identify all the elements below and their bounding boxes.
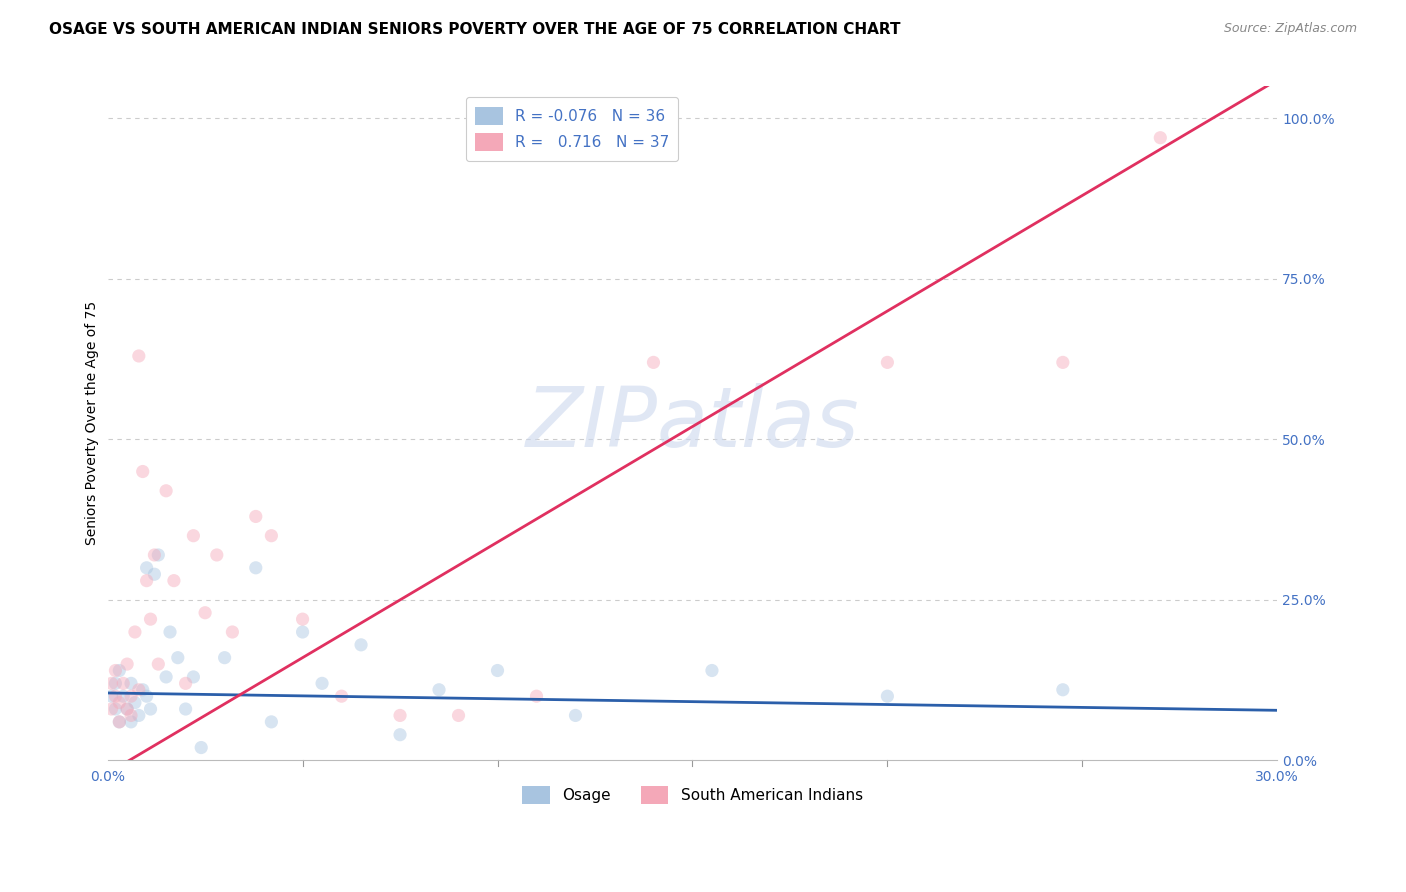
Point (115, 702, 138, 716)
Point (139, 702, 162, 716)
Point (139, 612, 162, 626)
Point (330, 689, 353, 703)
Point (194, 606, 217, 620)
Point (108, 664, 131, 678)
Point (564, 708, 586, 723)
Point (100, 676, 122, 690)
Point (643, 355, 665, 369)
Point (183, 670, 205, 684)
Point (112, 689, 135, 703)
Point (1052, 682, 1074, 697)
Point (163, 574, 186, 588)
Point (128, 708, 150, 723)
Point (148, 657, 170, 672)
Point (700, 664, 723, 678)
Point (876, 355, 898, 369)
Point (135, 689, 157, 703)
Point (214, 650, 236, 665)
Point (132, 682, 155, 697)
Text: OSAGE VS SOUTH AMERICAN INDIAN SENIORS POVERTY OVER THE AGE OF 75 CORRELATION CH: OSAGE VS SOUTH AMERICAN INDIAN SENIORS P… (49, 22, 901, 37)
Point (135, 574, 157, 588)
Point (115, 657, 138, 672)
Point (260, 529, 283, 543)
Point (1149, 130, 1171, 145)
Point (104, 689, 127, 703)
Point (100, 702, 122, 716)
Y-axis label: Seniors Poverty Over the Age of 75: Seniors Poverty Over the Age of 75 (86, 301, 100, 545)
Point (108, 714, 131, 729)
Point (143, 567, 166, 582)
Point (108, 696, 131, 710)
Point (148, 548, 170, 562)
Point (159, 625, 181, 640)
Point (311, 676, 333, 690)
Point (1052, 355, 1074, 369)
Point (155, 483, 177, 498)
Point (128, 682, 150, 697)
Point (291, 612, 314, 626)
Legend: Osage, South American Indians: Osage, South American Indians (513, 776, 872, 814)
Point (104, 664, 127, 678)
Point (221, 625, 243, 640)
Point (155, 670, 177, 684)
Point (260, 714, 283, 729)
Point (104, 702, 127, 716)
Point (115, 702, 138, 716)
Point (183, 529, 205, 543)
Point (245, 509, 267, 524)
Point (143, 548, 166, 562)
Point (427, 682, 450, 697)
Point (389, 708, 412, 723)
Point (190, 740, 212, 755)
Point (291, 625, 314, 640)
Point (120, 714, 142, 729)
Point (174, 676, 197, 690)
Point (112, 676, 135, 690)
Point (486, 664, 509, 678)
Point (350, 638, 373, 652)
Point (124, 625, 146, 640)
Point (108, 714, 131, 729)
Point (120, 689, 142, 703)
Point (132, 465, 155, 479)
Point (205, 548, 228, 562)
Point (174, 702, 197, 716)
Point (120, 676, 142, 690)
Point (526, 689, 548, 703)
Text: Source: ZipAtlas.com: Source: ZipAtlas.com (1223, 22, 1357, 36)
Point (245, 561, 267, 575)
Point (447, 708, 470, 723)
Point (389, 728, 412, 742)
Point (104, 676, 127, 690)
Point (124, 696, 146, 710)
Point (128, 349, 150, 363)
Point (100, 689, 122, 703)
Point (166, 650, 188, 665)
Point (120, 708, 142, 723)
Text: ZIPatlas: ZIPatlas (526, 383, 859, 464)
Point (135, 561, 157, 575)
Point (876, 689, 898, 703)
